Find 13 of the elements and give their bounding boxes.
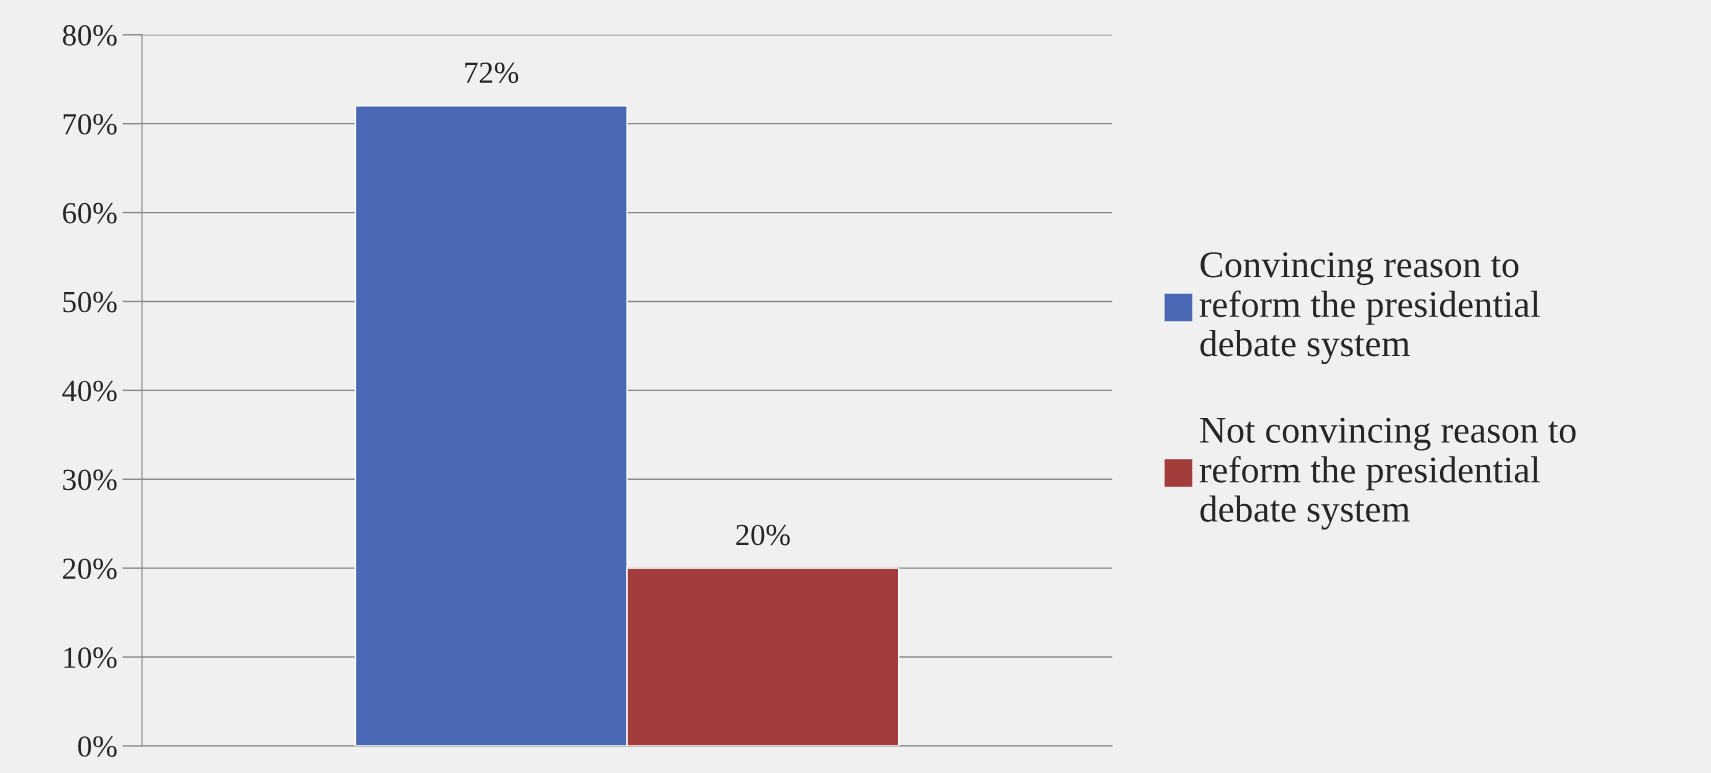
y-tick-label: 70% [63, 113, 117, 135]
y-tick-label: 10% [64, 647, 117, 669]
y-tick-label: 50% [63, 291, 117, 313]
y-tick-label: 80% [62, 25, 117, 46]
data-label: 20% [736, 524, 790, 546]
y-tick-label: 20% [63, 558, 117, 580]
y-tick-label: 40% [62, 380, 117, 402]
legend-label: Convincing reason to reform the presidential debate system [1199, 252, 1540, 365]
y-tick-label: 60% [63, 202, 117, 224]
y-tick-label: 30% [63, 469, 117, 491]
data-label: 72% [465, 62, 519, 84]
legend-label: Not convincing reason to reform the presidential debate system [1199, 417, 1576, 530]
y-tick-label: 0% [78, 736, 117, 757]
